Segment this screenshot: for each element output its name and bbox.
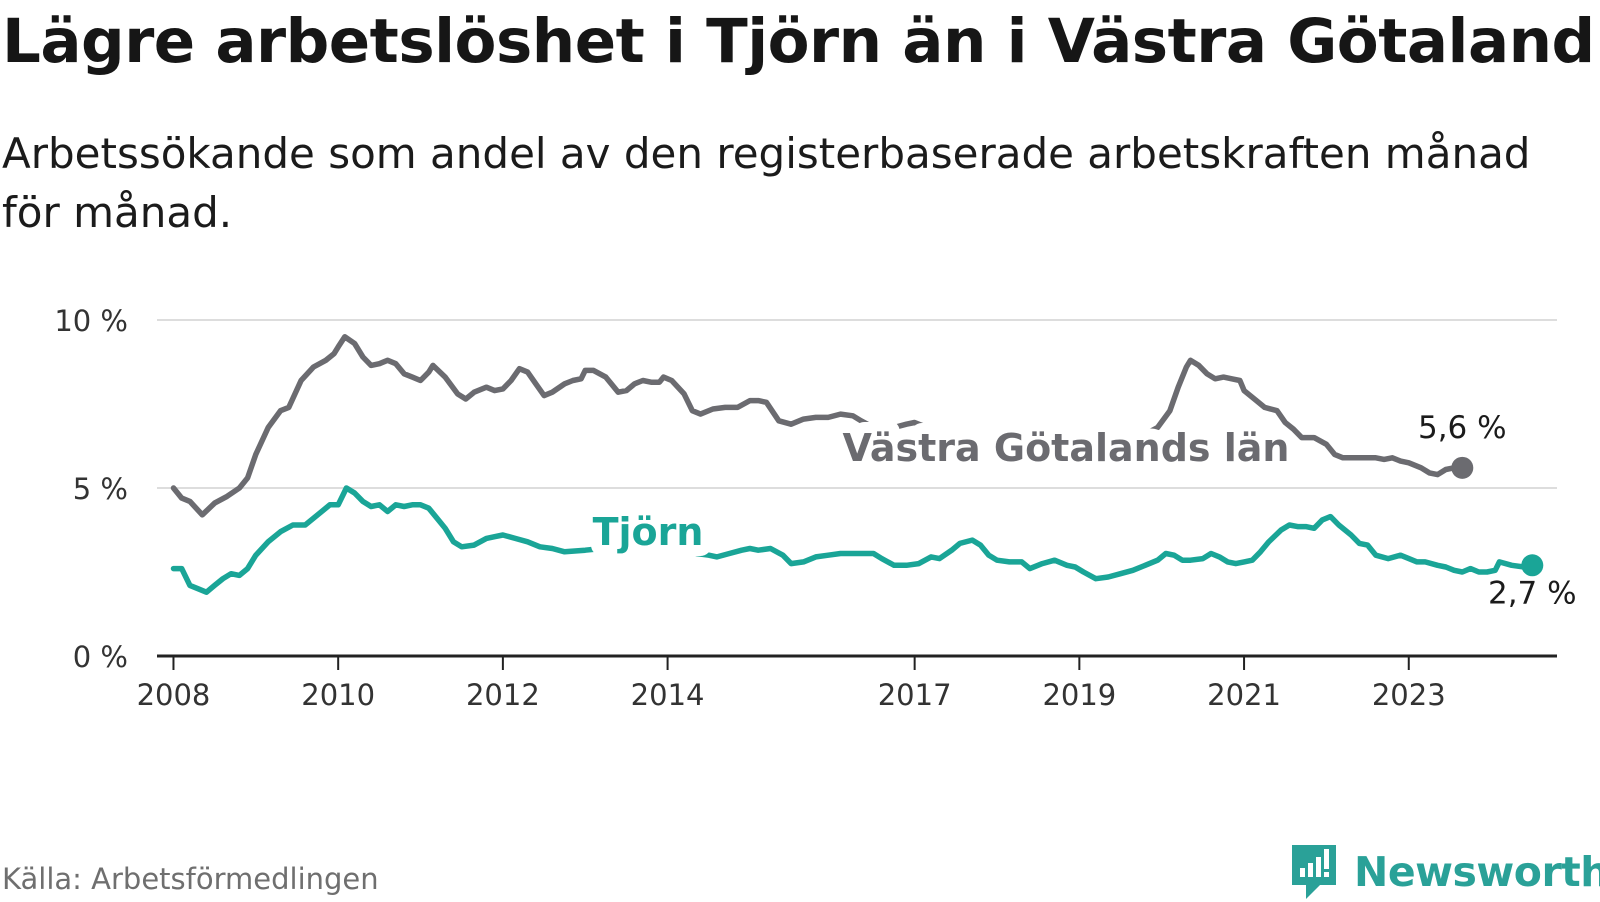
end-point-tjorn <box>1521 554 1544 577</box>
chart-title: Lägre arbetslöshet i Tjörn än i Västra G… <box>2 6 1595 77</box>
chart-subtitle: Arbetssökande som andel av den registerb… <box>2 129 1531 237</box>
line-chart: 0 % 5 % 10 % 2008 2010 2012 2014 2017 2019 2021 20… <box>54 304 1577 712</box>
series-line-tjorn <box>170 485 1536 595</box>
x-tick-label: 2023 <box>1372 678 1446 712</box>
brand-logo: Newsworthy <box>1290 842 1600 902</box>
y-tick-label: 10 % <box>54 304 128 338</box>
series-label-vastra-gotaland: Västra Götalands län <box>843 426 1290 470</box>
series-line-vastra-gotaland <box>170 334 1466 518</box>
brand-name: Newsworthy <box>1354 848 1600 896</box>
newsworthy-logo-icon <box>1292 845 1336 899</box>
x-tick-label: 2008 <box>137 678 211 712</box>
series-label-tjorn: Tjörn <box>593 510 704 554</box>
x-tick-label: 2014 <box>631 678 705 712</box>
end-point-vastra-gotaland <box>1451 456 1474 479</box>
x-tick-label: 2021 <box>1207 678 1281 712</box>
x-tick-label: 2017 <box>878 678 952 712</box>
end-label-vastra-gotaland: 5,6 % <box>1418 410 1507 446</box>
x-tick-label: 2010 <box>301 678 375 712</box>
x-tick-label: 2019 <box>1042 678 1116 712</box>
source-note: Källa: Arbetsförmedlingen <box>2 862 379 896</box>
end-label-tjorn: 2,7 % <box>1488 575 1577 611</box>
y-tick-label: 5 % <box>73 472 128 506</box>
y-tick-label: 0 % <box>73 640 128 674</box>
x-tick-label: 2012 <box>466 678 540 712</box>
